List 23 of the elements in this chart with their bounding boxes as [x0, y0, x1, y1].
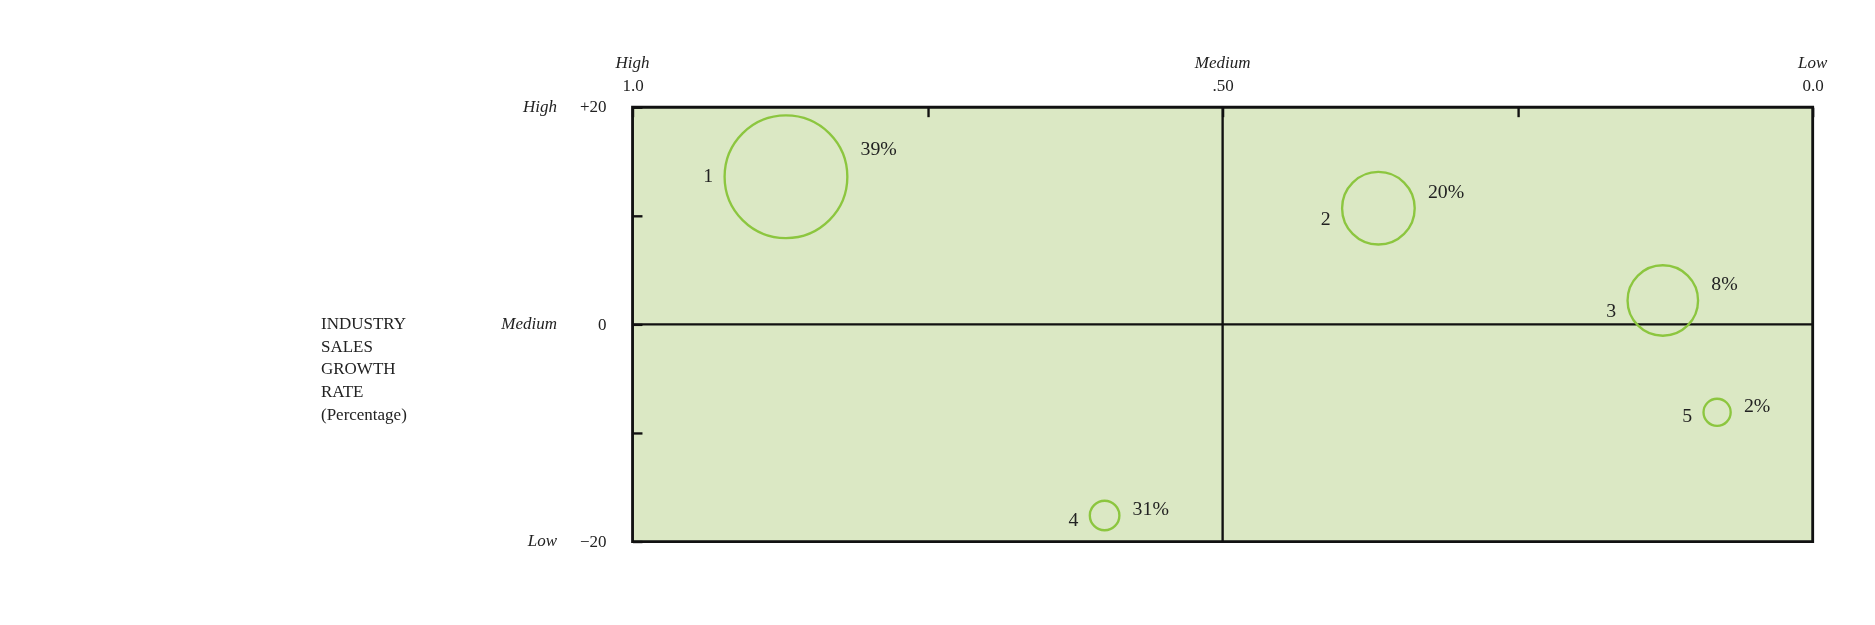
annotation: 31% [1132, 496, 1169, 519]
x-tick-label: 0.0 [1802, 75, 1824, 95]
annotation: 2% [1743, 393, 1771, 416]
x-tick-label: 1.0 [622, 75, 644, 95]
text: Medium [500, 314, 558, 334]
x-tick-label: .50 [1212, 75, 1234, 95]
y-tick-label: +20 [580, 97, 607, 117]
text: High [522, 96, 558, 116]
text: Medium [1193, 52, 1251, 72]
text: Low [526, 531, 558, 551]
y-tick-label: 0 [598, 314, 607, 334]
annotation: 20% [1427, 179, 1465, 202]
annotation: 3 [1606, 298, 1617, 321]
y-tick-label: −20 [580, 531, 607, 551]
annotation: 8% [1711, 272, 1738, 295]
annotation: 1 [703, 164, 714, 187]
text: High [614, 52, 650, 72]
annotation: 5 [1682, 404, 1693, 427]
text: Low [1797, 52, 1828, 72]
text: INDUSTRY SALES GROWTH RATE (Percentage) [321, 314, 407, 424]
annotation: 4 [1068, 507, 1079, 530]
annotation: 39% [860, 136, 897, 159]
annotation: 2 [1320, 206, 1331, 229]
